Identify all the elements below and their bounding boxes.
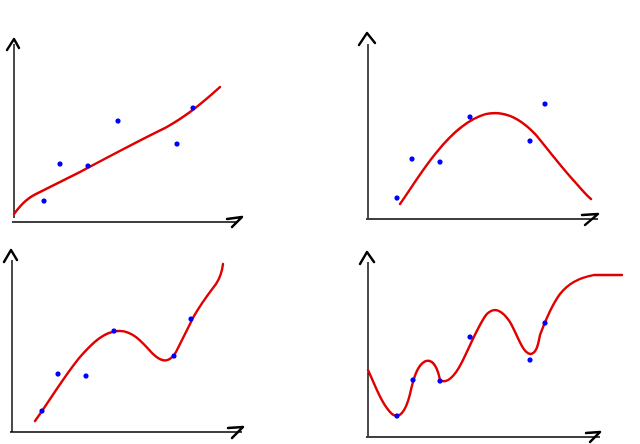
data-point <box>57 161 63 167</box>
panel-quadratic-fit <box>357 31 600 227</box>
data-points <box>41 105 196 204</box>
data-point <box>394 413 400 419</box>
fit-curve <box>398 111 593 206</box>
panel-linear-fit <box>5 37 244 229</box>
data-point <box>409 156 415 162</box>
x-axis-arrowhead <box>584 430 602 444</box>
data-point <box>527 357 533 363</box>
fit-curve <box>33 262 225 423</box>
data-point <box>437 159 443 165</box>
panel-overfit <box>358 250 624 444</box>
x-axis-arrowhead <box>580 212 600 227</box>
y-axis-arrowhead <box>5 37 21 52</box>
data-point <box>41 198 47 204</box>
data-point <box>437 378 443 384</box>
y-axis-arrowhead <box>357 31 377 47</box>
x-axis-arrowhead <box>226 425 245 440</box>
y-axis-arrowhead <box>358 250 376 266</box>
data-points <box>394 101 548 201</box>
data-point <box>85 163 91 169</box>
data-point <box>83 373 89 379</box>
fit-curve <box>366 273 624 417</box>
data-point <box>115 118 121 124</box>
data-point <box>171 353 177 359</box>
data-point <box>527 138 533 144</box>
data-point <box>188 316 194 322</box>
data-points <box>394 320 548 419</box>
data-point <box>111 328 117 334</box>
data-point <box>542 101 548 107</box>
data-point <box>174 141 180 147</box>
data-point <box>394 195 400 201</box>
data-point <box>55 371 61 377</box>
x-axis-arrowhead <box>225 215 244 229</box>
fit-curve <box>12 85 222 216</box>
data-point <box>542 320 548 326</box>
data-point <box>410 377 416 383</box>
data-point <box>467 334 473 340</box>
data-point <box>467 114 473 120</box>
panel-cubic-fit <box>2 248 245 440</box>
data-point <box>39 408 45 414</box>
data-point <box>190 105 196 111</box>
y-axis-arrowhead <box>2 248 19 264</box>
data-points <box>39 316 194 414</box>
